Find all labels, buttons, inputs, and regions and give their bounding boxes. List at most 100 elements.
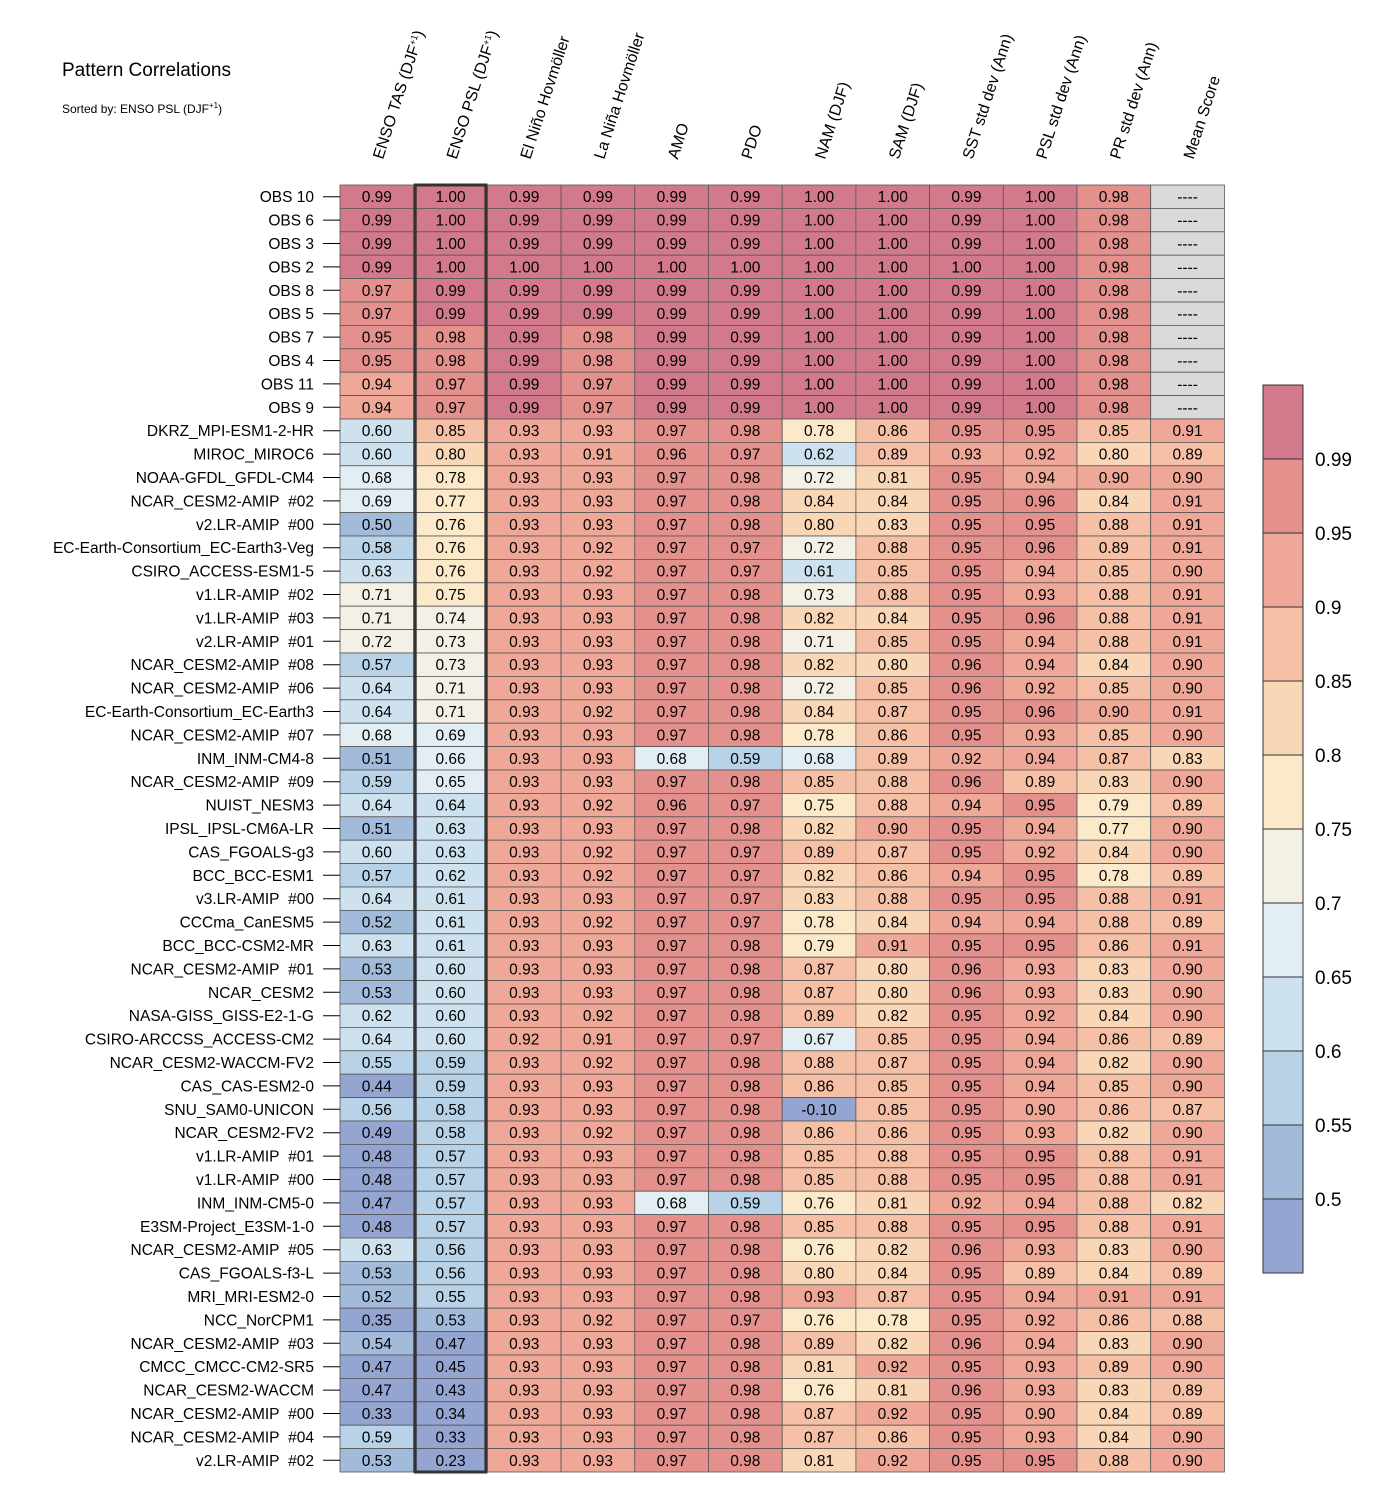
- cell-value: 0.95: [1025, 891, 1055, 908]
- cell-value: 0.97: [657, 704, 687, 721]
- cell-value: 0.81: [878, 1383, 908, 1400]
- cell-value: 0.76: [804, 1242, 834, 1259]
- cell-value: 0.88: [1099, 1453, 1129, 1470]
- row-label: EC-Earth-Consortium_EC-Earth3: [85, 704, 314, 721]
- cell-value: 0.96: [1025, 540, 1055, 557]
- cell-value: 0.98: [730, 1125, 760, 1142]
- cell-value: 0.89: [1172, 1032, 1202, 1049]
- cell-value: 1.00: [804, 189, 835, 206]
- cell-value: 0.97: [657, 610, 687, 627]
- cell-value: 0.97: [657, 1266, 687, 1283]
- row-label: v3.LR-AMIP #00: [196, 891, 314, 908]
- cell-value: 0.86: [878, 868, 908, 885]
- cell-value: 0.98: [730, 517, 760, 534]
- cell-value: 0.63: [435, 844, 465, 861]
- cell-value: 0.86: [1099, 1102, 1129, 1119]
- cell-value: 0.82: [804, 610, 834, 627]
- cell-value: 0.99: [583, 283, 613, 300]
- cell-value: 0.91: [1172, 423, 1202, 440]
- cell-value: 0.89: [878, 751, 908, 768]
- cell-value: 0.93: [583, 1453, 613, 1470]
- cell-value: ----: [1177, 306, 1198, 323]
- column-label: El Niño Hovmöller: [518, 34, 574, 162]
- cell-value: 0.98: [730, 1242, 760, 1259]
- cell-value: 0.55: [435, 1289, 465, 1306]
- cell-value: 0.94: [951, 915, 982, 932]
- cell-value: 0.78: [1099, 868, 1129, 885]
- row-label: NCAR_CESM2-WACCM: [143, 1383, 314, 1400]
- row-label: v2.LR-AMIP #00: [196, 517, 314, 534]
- cell-value: 0.97: [657, 938, 687, 955]
- cell-value: 0.99: [657, 236, 687, 253]
- colorbar-tick-label: 0.85: [1315, 672, 1352, 693]
- cell-value: 0.87: [878, 844, 908, 861]
- cell-value: 0.57: [435, 1195, 465, 1212]
- cell-value: 0.64: [362, 1032, 393, 1049]
- row-label: OBS 2: [268, 259, 314, 276]
- cell-value: 0.94: [1025, 1078, 1056, 1095]
- cell-value: 0.93: [583, 1266, 613, 1283]
- cell-value: 0.90: [1172, 1453, 1203, 1470]
- cell-value: 0.90: [1025, 1102, 1056, 1119]
- cell-value: 0.96: [951, 657, 981, 674]
- cell-value: 0.89: [1172, 798, 1202, 815]
- cell-value: 0.97: [730, 447, 760, 464]
- cell-value: 0.86: [878, 727, 908, 744]
- cell-value: 0.99: [951, 353, 981, 370]
- cell-value: 0.97: [657, 540, 687, 557]
- cell-value: 0.62: [804, 447, 834, 464]
- cell-value: 0.99: [730, 330, 760, 347]
- cell-value: 0.99: [362, 236, 392, 253]
- cell-value: 0.93: [509, 681, 539, 698]
- cell-value: 0.98: [583, 353, 613, 370]
- cell-value: 0.97: [730, 540, 760, 557]
- cell-value: 0.69: [362, 493, 392, 510]
- cell-value: 0.98: [1099, 400, 1129, 417]
- cell-value: 0.98: [730, 610, 760, 627]
- cell-value: 0.93: [509, 985, 539, 1002]
- cell-value: 0.93: [583, 1406, 613, 1423]
- row-label: NCAR_CESM2: [208, 985, 314, 1002]
- cell-value: 0.93: [509, 774, 539, 791]
- cell-value: 0.93: [509, 961, 539, 978]
- cell-value: 0.52: [362, 915, 392, 932]
- cell-value: 0.58: [435, 1102, 465, 1119]
- cell-value: 0.90: [1172, 1429, 1203, 1446]
- cell-value: 0.99: [730, 236, 760, 253]
- cell-value: 0.34: [435, 1406, 466, 1423]
- cell-value: 0.90: [1172, 470, 1203, 487]
- cell-value: 0.53: [362, 985, 392, 1002]
- cell-value: 0.93: [509, 610, 539, 627]
- cell-value: 0.93: [509, 1453, 539, 1470]
- heatmap-cell: [1150, 1448, 1225, 1473]
- cell-value: 0.85: [804, 1219, 834, 1236]
- cell-value: 0.99: [730, 283, 760, 300]
- cell-value: 0.94: [1025, 634, 1056, 651]
- cell-value: 0.88: [1099, 1172, 1129, 1189]
- cell-value: 0.95: [951, 1359, 981, 1376]
- cell-value: 0.90: [1172, 1242, 1203, 1259]
- row-label: v2.LR-AMIP #01: [196, 634, 314, 651]
- heatmap-cells: 0.99 1.00 0.99 0.99 0.99 0.99 1.00 1.00 0.99 1.00…: [339, 184, 1225, 1473]
- cell-value: 0.91: [1172, 891, 1202, 908]
- cell-value: 0.93: [509, 1172, 539, 1189]
- cell-value: 0.60: [362, 844, 393, 861]
- cell-value: 1.00: [804, 283, 835, 300]
- cell-value: 0.90: [1099, 704, 1130, 721]
- cell-value: 0.99: [951, 376, 981, 393]
- cell-value: 0.77: [1099, 821, 1129, 838]
- cell-value: 0.99: [362, 259, 392, 276]
- cell-value: ----: [1177, 353, 1198, 370]
- cell-value: 1.00: [804, 236, 835, 253]
- cell-value: 0.91: [583, 447, 613, 464]
- cell-value: 0.90: [1172, 1359, 1203, 1376]
- cell-value: 0.98: [730, 961, 760, 978]
- cell-value: 0.64: [435, 798, 466, 815]
- cell-value: 0.79: [804, 938, 834, 955]
- cell-value: 0.93: [509, 540, 539, 557]
- cell-value: 0.93: [509, 1219, 539, 1236]
- cell-value: 0.95: [951, 423, 981, 440]
- cell-value: 0.92: [951, 751, 981, 768]
- cell-value: 0.71: [362, 587, 392, 604]
- cell-value: 0.82: [878, 1336, 908, 1353]
